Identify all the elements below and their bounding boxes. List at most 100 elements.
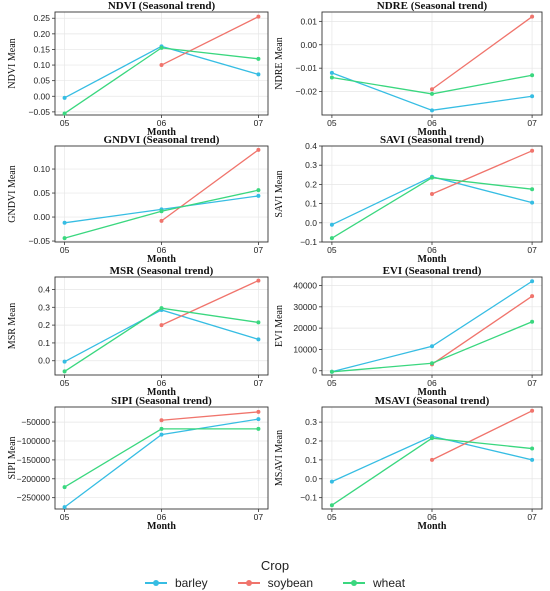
chart-title-sipi: SIPI (Seasonal trend)	[111, 395, 212, 407]
x-tick-label: 06	[427, 118, 437, 128]
x-axis-label-msavi: Month	[418, 521, 447, 532]
x-tick-label: 05	[327, 245, 337, 255]
x-axis-label-msr: Month	[147, 387, 176, 398]
legend-item-barley: barley	[144, 576, 208, 590]
data-point-barley	[329, 479, 334, 484]
data-point-barley	[430, 344, 434, 349]
x-tick-label: 07	[527, 512, 537, 522]
data-point-wheat	[329, 369, 334, 374]
data-point-wheat	[159, 209, 164, 214]
series-line-soybean-ndvi	[161, 16, 259, 66]
y-tick-label: 0.1	[305, 455, 317, 465]
x-tick-label: 07	[527, 378, 537, 388]
y-axis-label-msr: MSR Mean	[7, 303, 18, 349]
x-tick-label: 05	[60, 245, 70, 255]
y-tick-label: 0.2	[305, 436, 317, 446]
data-point-wheat	[62, 369, 67, 374]
y-axis-label-ndvi: NDVI Mean	[7, 38, 18, 88]
x-tick-label: 07	[527, 245, 537, 255]
x-tick-label: 06	[427, 512, 437, 522]
data-point-soybean	[159, 418, 164, 423]
x-tick-label: 06	[157, 378, 167, 388]
data-point-wheat	[430, 436, 434, 441]
data-point-barley	[256, 337, 261, 342]
chart-ndvi: NDVI (Seasonal trend) −0.05 0.00 0.05 0.10 0.…	[7, 0, 269, 138]
data-point-wheat	[159, 45, 164, 50]
y-tick-label: 0.10	[33, 60, 50, 70]
chart-msavi: MSAVI (Seasonal trend) −0.1 0.0 0.1 0.2 0.3 05…	[274, 395, 543, 532]
x-tick-label: 05	[60, 378, 70, 388]
legend-label-wheat: wheat	[373, 576, 406, 590]
y-tick-label: 0.10	[33, 164, 50, 174]
y-tick-label: 0.2	[305, 179, 317, 189]
data-point-wheat	[62, 111, 67, 116]
data-point-barley	[530, 94, 535, 99]
data-point-barley	[530, 200, 535, 205]
data-point-barley	[530, 457, 535, 462]
data-point-wheat	[530, 319, 535, 324]
legend-swatch-soybean	[237, 578, 260, 588]
legend-item-soybean: soybean	[237, 576, 314, 590]
y-tick-label: 40000	[293, 281, 317, 291]
x-tick-label: 07	[254, 378, 264, 388]
data-point-wheat	[430, 175, 434, 180]
data-point-soybean	[159, 218, 164, 223]
y-tick-label: −50000	[21, 417, 50, 427]
data-point-barley	[329, 70, 334, 75]
chart-sipi: SIPI (Seasonal trend) −250000 −200000 −1500…	[7, 395, 269, 532]
y-tick-label: −150000	[17, 455, 51, 465]
x-axis-label-ndre: Month	[418, 127, 447, 138]
x-tick-label: 06	[427, 245, 437, 255]
data-point-wheat	[159, 426, 164, 431]
chart-ndre: NDRE (Seasonal trend) −0.02 −0.01 0.00 0.01 0…	[274, 0, 543, 138]
data-point-soybean	[430, 192, 434, 196]
data-point-barley	[430, 108, 434, 113]
y-axis-label-evi: EVI Mean	[274, 305, 285, 347]
y-tick-label: 0.00	[33, 212, 50, 222]
y-tick-label: 0.2	[38, 320, 50, 330]
chart-msr: MSR (Seasonal trend) 0.0 0.1 0.2 0.3 0.4 05 06 0…	[7, 265, 269, 398]
data-point-wheat	[329, 503, 334, 508]
y-tick-label: 0.00	[33, 91, 50, 101]
data-point-wheat	[256, 56, 261, 61]
y-axis-label-gndvi: GNDVI Mean	[7, 165, 18, 223]
y-tick-label: 0.3	[305, 160, 317, 170]
y-tick-label: 0.0	[305, 474, 317, 484]
data-point-wheat	[159, 306, 164, 311]
data-point-wheat	[256, 320, 261, 325]
y-tick-label: −0.1	[300, 493, 317, 503]
y-tick-label: −250000	[17, 493, 51, 503]
x-axis-label-evi: Month	[418, 387, 447, 398]
data-point-wheat	[430, 91, 434, 96]
legend-label-soybean: soybean	[267, 576, 314, 590]
data-point-soybean	[256, 278, 261, 283]
x-tick-label: 07	[527, 118, 537, 128]
series-line-soybean-evi	[431, 295, 533, 365]
x-tick-label: 07	[254, 118, 264, 128]
y-tick-label: −0.1	[300, 237, 317, 247]
data-point-barley	[62, 220, 67, 225]
data-point-soybean	[159, 63, 164, 68]
data-point-wheat	[430, 361, 434, 366]
data-point-wheat	[530, 446, 535, 451]
y-axis-label-sipi: SIPI Mean	[7, 436, 18, 479]
x-tick-label: 06	[157, 118, 167, 128]
legend-item-wheat: wheat	[343, 576, 405, 590]
x-axis-label-gndvi: Month	[147, 254, 176, 265]
x-tick-label: 05	[327, 512, 337, 522]
x-tick-label: 05	[327, 378, 337, 388]
data-point-wheat	[329, 75, 334, 80]
y-axis-label-savi: SAVI Mean	[274, 170, 285, 217]
data-point-wheat	[62, 236, 67, 241]
y-tick-label: 10000	[293, 344, 317, 354]
x-tick-label: 06	[157, 245, 167, 255]
chart-title-msr: MSR (Seasonal trend)	[110, 265, 214, 277]
x-axis-label-ndvi: Month	[147, 127, 176, 138]
x-tick-label: 07	[254, 512, 264, 522]
data-point-barley	[159, 432, 164, 437]
y-axis-label-msavi: MSAVI Mean	[274, 430, 285, 486]
legend-swatch-wheat	[343, 578, 366, 588]
chart-title-msavi: MSAVI (Seasonal trend)	[375, 395, 490, 407]
y-tick-label: 0.3	[38, 302, 50, 312]
